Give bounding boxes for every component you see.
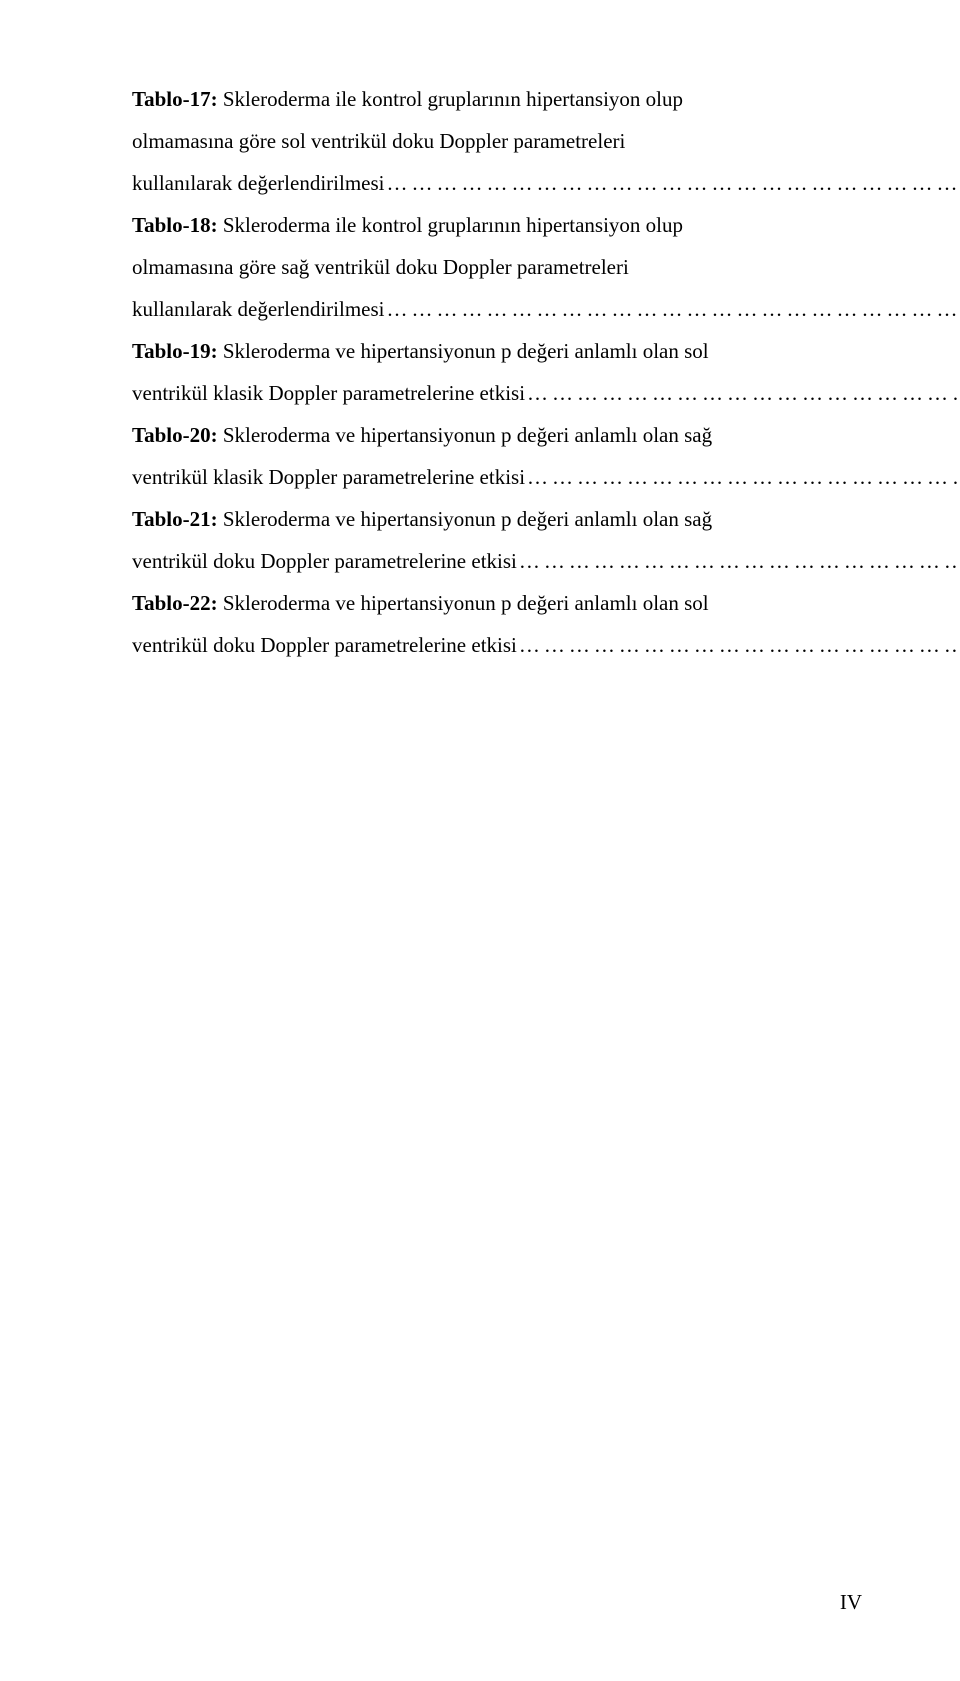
- leader-dots: ……………………………………………………………………………………………………………: [385, 288, 960, 330]
- toc-entry-text: Tablo-22: Skleroderma ve hipertansiyonun…: [132, 582, 960, 666]
- toc-line: Tablo-21: Skleroderma ve hipertansiyonun…: [132, 498, 960, 540]
- toc-line: Tablo-19: Skleroderma ve hipertansiyonun…: [132, 330, 960, 372]
- toc-line: Tablo-22: Skleroderma ve hipertansiyonun…: [132, 582, 960, 624]
- toc-entry-text: Tablo-21: Skleroderma ve hipertansiyonun…: [132, 498, 960, 582]
- toc-label: Tablo-21:: [132, 507, 218, 531]
- toc-label: Tablo-17:: [132, 87, 218, 111]
- toc-last-line-lead: kullanılarak değerlendirilmesi: [132, 288, 385, 330]
- toc-last-line-lead: ventrikül klasik Doppler parametrelerine…: [132, 456, 525, 498]
- toc-last-line-lead: kullanılarak değerlendirilmesi: [132, 162, 385, 204]
- toc-line-text: olmamasına göre sağ ventrikül doku Doppl…: [132, 255, 629, 279]
- toc-line: Tablo-18: Skleroderma ile kontrol grupla…: [132, 204, 960, 246]
- toc-line-text: Skleroderma ve hipertansiyonun p değeri …: [223, 507, 712, 531]
- toc-entry: Tablo-18: Skleroderma ile kontrol grupla…: [132, 204, 862, 330]
- toc-last-line: ventrikül doku Doppler parametrelerine e…: [132, 540, 960, 582]
- table-of-contents: Tablo-17: Skleroderma ile kontrol grupla…: [132, 78, 862, 666]
- toc-label: Tablo-20:: [132, 423, 218, 447]
- toc-line: olmamasına göre sağ ventrikül doku Doppl…: [132, 246, 960, 288]
- toc-line-text: Skleroderma ile kontrol gruplarının hipe…: [223, 87, 683, 111]
- toc-last-line: ventrikül klasik Doppler parametrelerine…: [132, 456, 960, 498]
- toc-entry: Tablo-21: Skleroderma ve hipertansiyonun…: [132, 498, 862, 582]
- toc-line: Tablo-17: Skleroderma ile kontrol grupla…: [132, 78, 960, 120]
- toc-line-text: Skleroderma ve hipertansiyonun p değeri …: [223, 591, 709, 615]
- toc-entry-text: Tablo-17: Skleroderma ile kontrol grupla…: [132, 78, 960, 204]
- toc-last-line: ventrikül klasik Doppler parametrelerine…: [132, 372, 960, 414]
- toc-entry-text: Tablo-19: Skleroderma ve hipertansiyonun…: [132, 330, 960, 414]
- toc-line-text: olmamasına göre sol ventrikül doku Doppl…: [132, 129, 625, 153]
- toc-last-line: kullanılarak değerlendirilmesi……………………………: [132, 162, 960, 204]
- toc-line: olmamasına göre sol ventrikül doku Doppl…: [132, 120, 960, 162]
- leader-dots: ……………………………………………………………………………………………………………: [525, 456, 960, 498]
- toc-last-line: ventrikül doku Doppler parametrelerine e…: [132, 624, 960, 666]
- page-footer: IV: [840, 1581, 862, 1623]
- toc-entry: Tablo-19: Skleroderma ve hipertansiyonun…: [132, 330, 862, 414]
- page: Tablo-17: Skleroderma ile kontrol grupla…: [0, 0, 960, 1681]
- leader-dots: ……………………………………………………………………………………………………………: [517, 624, 960, 666]
- toc-label: Tablo-19:: [132, 339, 218, 363]
- toc-last-line-lead: ventrikül doku Doppler parametrelerine e…: [132, 624, 517, 666]
- toc-last-line: kullanılarak değerlendirilmesi……………………………: [132, 288, 960, 330]
- toc-entry-text: Tablo-20: Skleroderma ve hipertansiyonun…: [132, 414, 960, 498]
- toc-entry: Tablo-22: Skleroderma ve hipertansiyonun…: [132, 582, 862, 666]
- toc-last-line-lead: ventrikül doku Doppler parametrelerine e…: [132, 540, 517, 582]
- toc-entry: Tablo-17: Skleroderma ile kontrol grupla…: [132, 78, 862, 204]
- leader-dots: ……………………………………………………………………………………………………………: [517, 540, 960, 582]
- leader-dots: ……………………………………………………………………………………………………………: [385, 162, 960, 204]
- leader-dots: ……………………………………………………………………………………………………………: [525, 372, 960, 414]
- toc-line-text: Skleroderma ve hipertansiyonun p değeri …: [223, 339, 709, 363]
- toc-line: Tablo-20: Skleroderma ve hipertansiyonun…: [132, 414, 960, 456]
- toc-label: Tablo-18:: [132, 213, 218, 237]
- toc-line-text: Skleroderma ve hipertansiyonun p değeri …: [223, 423, 712, 447]
- toc-last-line-lead: ventrikül klasik Doppler parametrelerine…: [132, 372, 525, 414]
- toc-label: Tablo-22:: [132, 591, 218, 615]
- toc-entry-text: Tablo-18: Skleroderma ile kontrol grupla…: [132, 204, 960, 330]
- toc-entry: Tablo-20: Skleroderma ve hipertansiyonun…: [132, 414, 862, 498]
- toc-line-text: Skleroderma ile kontrol gruplarının hipe…: [223, 213, 683, 237]
